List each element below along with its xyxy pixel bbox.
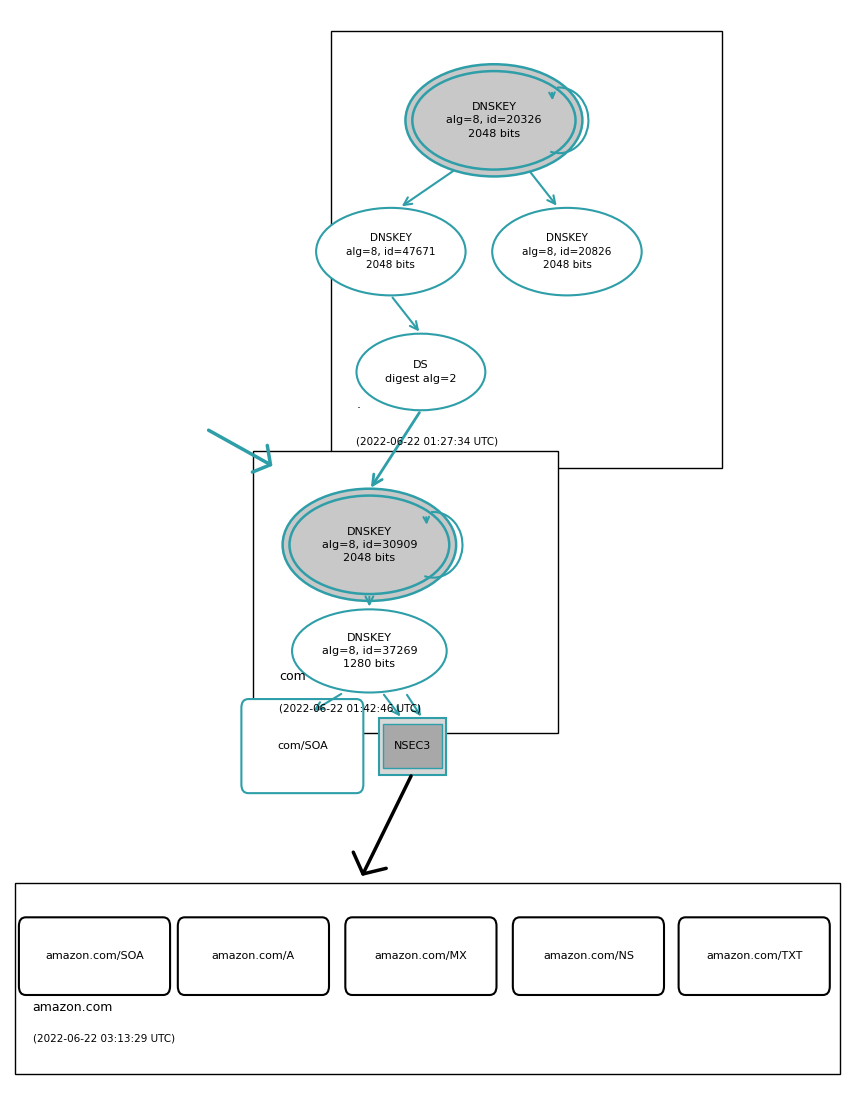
Ellipse shape bbox=[412, 71, 576, 170]
FancyBboxPatch shape bbox=[679, 917, 830, 996]
Ellipse shape bbox=[405, 65, 582, 176]
Text: (2022-06-22 01:42:46 UTC): (2022-06-22 01:42:46 UTC) bbox=[279, 703, 421, 713]
Text: DS
digest alg=2: DS digest alg=2 bbox=[385, 360, 457, 384]
FancyBboxPatch shape bbox=[345, 917, 497, 996]
Ellipse shape bbox=[356, 334, 485, 410]
Ellipse shape bbox=[283, 489, 456, 601]
Text: amazon.com/SOA: amazon.com/SOA bbox=[46, 951, 143, 962]
Text: amazon.com: amazon.com bbox=[33, 1001, 113, 1014]
FancyBboxPatch shape bbox=[253, 451, 558, 733]
FancyBboxPatch shape bbox=[513, 917, 664, 996]
Text: (2022-06-22 01:27:34 UTC): (2022-06-22 01:27:34 UTC) bbox=[356, 437, 498, 446]
Text: DNSKEY
alg=8, id=47671
2048 bits: DNSKEY alg=8, id=47671 2048 bits bbox=[346, 233, 436, 270]
FancyBboxPatch shape bbox=[241, 699, 363, 793]
Text: amazon.com/TXT: amazon.com/TXT bbox=[706, 951, 802, 962]
Text: amazon.com/MX: amazon.com/MX bbox=[375, 951, 467, 962]
Text: DNSKEY
alg=8, id=30909
2048 bits: DNSKEY alg=8, id=30909 2048 bits bbox=[321, 526, 417, 563]
Ellipse shape bbox=[492, 208, 642, 295]
Text: com: com bbox=[279, 671, 306, 684]
Text: amazon.com/A: amazon.com/A bbox=[212, 951, 295, 962]
Ellipse shape bbox=[289, 496, 449, 594]
Text: DNSKEY
alg=8, id=20326
2048 bits: DNSKEY alg=8, id=20326 2048 bits bbox=[446, 102, 542, 139]
FancyBboxPatch shape bbox=[331, 31, 722, 468]
FancyBboxPatch shape bbox=[15, 883, 840, 1074]
Ellipse shape bbox=[316, 208, 466, 295]
Text: DNSKEY
alg=8, id=20826
2048 bits: DNSKEY alg=8, id=20826 2048 bits bbox=[522, 233, 612, 270]
Text: DNSKEY
alg=8, id=37269
1280 bits: DNSKEY alg=8, id=37269 1280 bits bbox=[321, 632, 417, 670]
Ellipse shape bbox=[292, 609, 447, 693]
FancyBboxPatch shape bbox=[383, 724, 442, 768]
Text: (2022-06-22 03:13:29 UTC): (2022-06-22 03:13:29 UTC) bbox=[33, 1034, 174, 1044]
FancyBboxPatch shape bbox=[379, 718, 446, 775]
Text: NSEC3: NSEC3 bbox=[393, 741, 431, 752]
FancyBboxPatch shape bbox=[178, 917, 329, 996]
Text: .: . bbox=[356, 398, 361, 411]
Text: amazon.com/NS: amazon.com/NS bbox=[543, 951, 634, 962]
FancyBboxPatch shape bbox=[19, 917, 170, 996]
Text: com/SOA: com/SOA bbox=[277, 741, 328, 752]
